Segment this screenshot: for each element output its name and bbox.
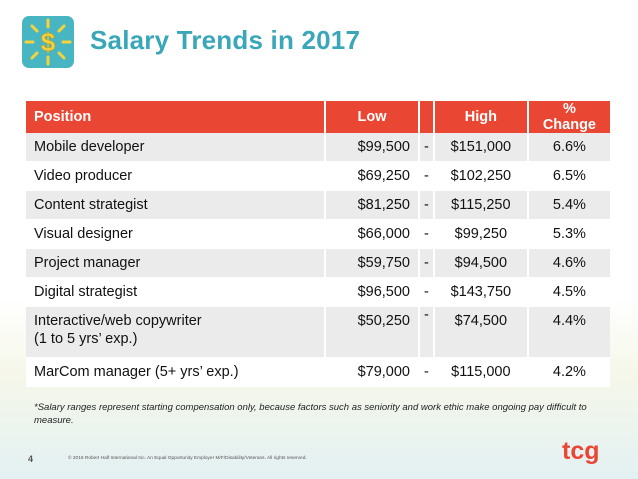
dollar-sun-icon: $ <box>22 16 74 68</box>
cell-high: $151,000 <box>433 133 529 162</box>
brand-text: tcg <box>562 437 600 465</box>
cell-change: 4.4% <box>527 306 610 358</box>
table-row: Visual designer $66,000 - $99,250 5.3% <box>26 219 610 249</box>
cell-low: $59,750 <box>325 248 420 278</box>
cell-low: $69,250 <box>325 161 420 191</box>
cell-position: Visual designer <box>26 219 326 249</box>
cell-position: Interactive/web copywriter (1 to 5 yrs’ … <box>26 306 326 358</box>
cell-separator: - <box>419 357 435 387</box>
salary-table: Position Low High % Change Mobile develo… <box>26 101 610 387</box>
cell-high: $94,500 <box>433 248 529 278</box>
table-row: Digital strategist $96,500 - $143,750 4.… <box>26 277 610 307</box>
cell-position: Video producer <box>26 161 326 191</box>
cell-change: 4.5% <box>527 277 610 307</box>
page-number: 4 <box>28 454 34 464</box>
cell-low: $50,250 <box>325 306 420 358</box>
cell-high: $115,250 <box>433 190 529 220</box>
cell-position: Mobile developer <box>26 133 326 162</box>
cell-separator: - <box>419 161 435 191</box>
cell-position: Digital strategist <box>26 277 326 307</box>
cell-low: $96,500 <box>325 277 420 307</box>
cell-position: Content strategist <box>26 190 326 220</box>
cell-separator: - <box>419 190 435 220</box>
cell-low: $66,000 <box>325 219 420 249</box>
cell-separator: - <box>419 277 435 307</box>
table-row: Video producer $69,250 - $102,250 6.5% <box>26 161 610 191</box>
cell-high: $74,500 <box>433 306 529 358</box>
cell-position-line1: Interactive/web copywriter <box>34 313 202 329</box>
copyright-notice: © 2016 Robert Half International Inc. An… <box>68 456 307 461</box>
header-separator <box>419 101 435 133</box>
cell-separator: - <box>419 219 435 249</box>
cell-position-line2: (1 to 5 yrs’ exp.) <box>34 331 138 347</box>
cell-change: 6.6% <box>527 133 610 162</box>
tcg-logo: tcg <box>560 436 610 470</box>
cell-separator: - <box>419 306 435 358</box>
cell-change: 4.6% <box>527 248 610 278</box>
cell-change: 6.5% <box>527 161 610 191</box>
logo-symbol: $ <box>41 27 56 57</box>
page-title: Salary Trends in 2017 <box>90 25 361 55</box>
cell-high: $102,250 <box>433 161 529 191</box>
cell-change: 5.4% <box>527 190 610 220</box>
cell-high: $143,750 <box>433 277 529 307</box>
table-row: MarCom manager (5+ yrs’ exp.) $79,000 - … <box>26 357 610 387</box>
cell-position: Project manager <box>26 248 326 278</box>
cell-separator: - <box>419 133 435 162</box>
cell-low: $79,000 <box>325 357 420 387</box>
table-row: Content strategist $81,250 - $115,250 5.… <box>26 190 610 220</box>
table-row: Mobile developer $99,500 - $151,000 6.6% <box>26 133 610 162</box>
cell-low: $81,250 <box>325 190 420 220</box>
cell-change: 5.3% <box>527 219 610 249</box>
footnote: *Salary ranges represent starting compen… <box>34 402 587 426</box>
header-change: % Change <box>527 101 610 133</box>
cell-high: $99,250 <box>433 219 529 249</box>
cell-low: $99,500 <box>325 133 420 162</box>
table-row: Interactive/web copywriter (1 to 5 yrs’ … <box>26 306 610 358</box>
cell-change: 4.2% <box>527 357 610 387</box>
header-position: Position <box>26 101 326 133</box>
cell-high: $115,000 <box>433 357 529 387</box>
cell-position: MarCom manager (5+ yrs’ exp.) <box>26 357 326 387</box>
header-high: High <box>433 101 529 133</box>
table-row: Project manager $59,750 - $94,500 4.6% <box>26 248 610 278</box>
table-header-row: Position Low High % Change <box>26 101 610 133</box>
cell-separator: - <box>419 248 435 278</box>
header-low: Low <box>325 101 420 133</box>
